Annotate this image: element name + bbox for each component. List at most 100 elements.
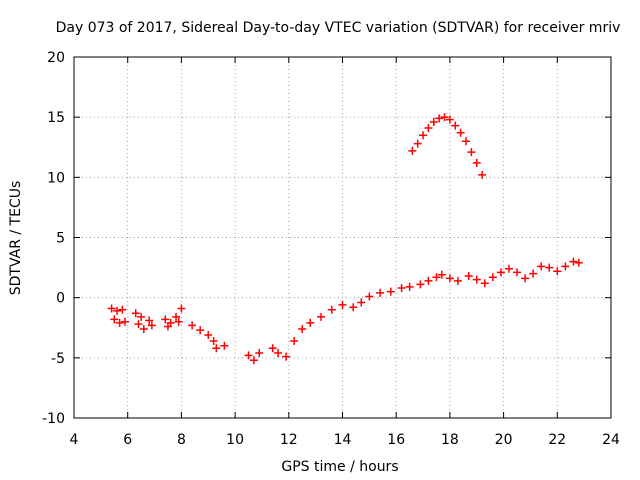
y-tick-label: -5 <box>51 351 65 367</box>
data-point <box>537 262 546 271</box>
data-point <box>472 158 481 167</box>
data-point <box>488 273 497 282</box>
data-point <box>161 315 170 324</box>
data-point <box>147 321 156 330</box>
data-point <box>317 312 326 321</box>
data-point <box>445 115 454 124</box>
data-point <box>574 258 583 267</box>
x-tick-label: 20 <box>495 432 513 448</box>
chart-title: Day 073 of 2017, Sidereal Day-to-day VTE… <box>56 20 621 36</box>
data-point <box>139 324 148 333</box>
data-point <box>196 326 205 335</box>
data-point <box>349 303 358 312</box>
data-point <box>131 309 140 318</box>
data-point <box>220 341 229 350</box>
data-point <box>397 284 406 293</box>
data-point <box>561 262 570 271</box>
data-point <box>115 318 124 327</box>
data-point <box>268 344 277 353</box>
x-tick-label: 22 <box>548 432 566 448</box>
data-point <box>553 267 562 276</box>
data-point <box>472 275 481 284</box>
x-tick-label: 6 <box>123 432 132 448</box>
y-tick-label: 0 <box>56 291 65 307</box>
data-point <box>163 322 172 331</box>
data-points <box>107 113 583 365</box>
data-point <box>467 148 476 157</box>
data-point <box>298 324 307 333</box>
y-tick-label: 15 <box>47 110 65 126</box>
data-point <box>110 315 119 324</box>
y-tick-label: 5 <box>56 231 65 247</box>
data-point <box>405 282 414 291</box>
data-point <box>137 312 146 321</box>
data-point <box>432 273 441 282</box>
y-tick-label: 20 <box>47 50 65 66</box>
data-point <box>569 257 578 266</box>
x-tick-label: 14 <box>334 432 352 448</box>
data-point <box>209 336 218 345</box>
data-point <box>177 304 186 313</box>
data-point <box>357 298 366 307</box>
plot-frame <box>73 56 612 419</box>
data-point <box>290 336 299 345</box>
data-point <box>480 279 489 288</box>
data-point <box>456 128 465 137</box>
data-point <box>513 268 522 277</box>
data-point <box>376 288 385 297</box>
data-point <box>429 117 438 126</box>
y-tick-label: 10 <box>47 170 65 186</box>
data-point <box>435 114 444 123</box>
data-point <box>327 305 336 314</box>
x-tick-label: 18 <box>441 432 459 448</box>
y-tick-labels: -10 -5 0 5 10 15 20 <box>42 50 65 427</box>
data-point <box>408 146 417 155</box>
data-point <box>529 269 538 278</box>
data-point <box>174 317 183 326</box>
data-point <box>188 321 197 330</box>
data-point <box>212 344 221 353</box>
grid-lines <box>74 57 611 418</box>
data-point <box>204 330 213 339</box>
data-point <box>107 304 116 313</box>
data-point <box>121 317 130 326</box>
data-point <box>118 305 127 314</box>
y-tick-label: -10 <box>42 411 65 427</box>
data-point <box>386 287 395 296</box>
data-point <box>545 263 554 272</box>
data-point <box>496 268 505 277</box>
data-point <box>478 170 487 179</box>
data-point <box>453 276 462 285</box>
data-point <box>464 272 473 281</box>
x-tick-label: 24 <box>602 432 620 448</box>
data-point <box>521 274 530 283</box>
x-tick-label: 8 <box>177 432 186 448</box>
data-point <box>145 316 154 325</box>
data-point <box>462 137 471 146</box>
data-point <box>504 264 513 273</box>
data-point <box>306 318 315 327</box>
x-tick-label: 4 <box>70 432 79 448</box>
data-point <box>365 292 374 301</box>
data-point <box>416 280 425 289</box>
x-tick-label: 16 <box>387 432 405 448</box>
data-point <box>424 276 433 285</box>
data-point <box>172 312 181 321</box>
data-point <box>255 349 264 358</box>
data-point <box>445 274 454 283</box>
x-tick-label: 12 <box>280 432 298 448</box>
x-axis-label: GPS time / hours <box>281 459 398 475</box>
data-point <box>419 131 428 140</box>
data-point <box>249 356 258 365</box>
data-point <box>244 351 253 360</box>
data-point <box>437 270 446 279</box>
data-point <box>440 113 449 122</box>
data-point <box>424 123 433 132</box>
y-axis-label: SDTVAR / TECUs <box>8 181 24 296</box>
x-tick-label: 10 <box>226 432 244 448</box>
data-point <box>112 306 121 315</box>
data-point <box>338 300 347 309</box>
data-point <box>282 352 291 361</box>
data-point <box>451 121 460 130</box>
